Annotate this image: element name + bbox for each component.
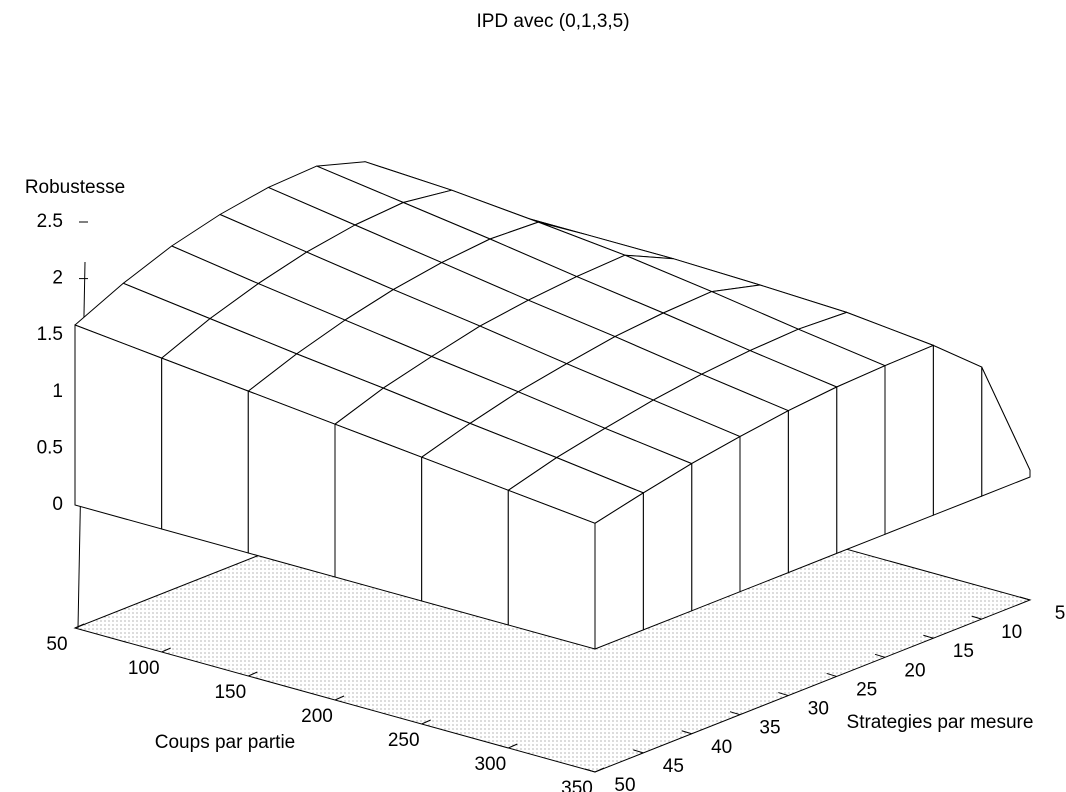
y-tick bbox=[971, 615, 982, 620]
y-tick bbox=[681, 730, 692, 735]
surface-wall bbox=[836, 364, 886, 555]
z-tick-label: 1.5 bbox=[37, 324, 63, 345]
surface-wall bbox=[74, 324, 163, 530]
x-tick bbox=[74, 623, 85, 629]
y-tick bbox=[923, 634, 934, 639]
surface-wall bbox=[884, 344, 934, 536]
surface-wall bbox=[642, 462, 693, 631]
x-tick-label: 50 bbox=[46, 634, 67, 655]
y-tick bbox=[874, 653, 886, 658]
x-axis-label: Coups par partie bbox=[155, 732, 295, 753]
y-tick-label: 50 bbox=[614, 775, 635, 792]
x-tick bbox=[248, 671, 258, 677]
chart-title: IPD avec (0,1,3,5) bbox=[476, 11, 629, 32]
x-tick-label: 150 bbox=[214, 682, 246, 703]
z-tick-label: 1 bbox=[52, 381, 63, 402]
y-tick bbox=[584, 768, 596, 773]
y-tick-label: 25 bbox=[856, 679, 877, 700]
surface-wall bbox=[981, 366, 1031, 497]
surface-wall bbox=[507, 489, 596, 650]
y-axis-label: Strategies par mesure bbox=[847, 712, 1034, 733]
x-tick-label: 200 bbox=[301, 706, 333, 727]
z-tick-label: 2.5 bbox=[37, 211, 63, 232]
surface-wall bbox=[787, 386, 838, 574]
z-tick-label: 2 bbox=[52, 268, 63, 289]
y-tick-label: 20 bbox=[904, 660, 925, 681]
x-tick bbox=[334, 695, 345, 701]
z-axis-label: Robustesse bbox=[25, 177, 125, 198]
y-tick bbox=[1019, 596, 1031, 601]
x-tick bbox=[421, 719, 431, 725]
y-tick bbox=[826, 672, 837, 677]
surface-wall bbox=[691, 435, 741, 612]
x-tick bbox=[161, 647, 171, 653]
surface-wall bbox=[247, 390, 336, 578]
y-tick-label: 15 bbox=[953, 641, 974, 662]
surface-wall bbox=[739, 409, 789, 593]
x-tick bbox=[508, 743, 518, 749]
x-tick bbox=[594, 767, 605, 773]
y-tick-label: 40 bbox=[711, 737, 732, 758]
y-tick-label: 10 bbox=[1001, 622, 1022, 643]
x-tick-label: 100 bbox=[128, 658, 160, 679]
y-tick-label: 35 bbox=[759, 718, 780, 739]
y-tick bbox=[778, 692, 789, 697]
surface-wall bbox=[932, 344, 983, 516]
x-tick-label: 250 bbox=[388, 730, 420, 751]
x-tick-label: 350 bbox=[561, 778, 593, 792]
x-tick-label: 300 bbox=[474, 754, 506, 775]
y-tick-label: 5 bbox=[1055, 603, 1066, 624]
z-tick-label: 0 bbox=[52, 494, 63, 515]
y-tick-label: 30 bbox=[808, 699, 829, 720]
y-tick bbox=[729, 711, 741, 716]
surface-wall bbox=[161, 357, 249, 554]
z-tick-label: 0.5 bbox=[37, 437, 63, 458]
y-tick bbox=[633, 749, 644, 754]
y-tick-label: 45 bbox=[663, 756, 684, 777]
